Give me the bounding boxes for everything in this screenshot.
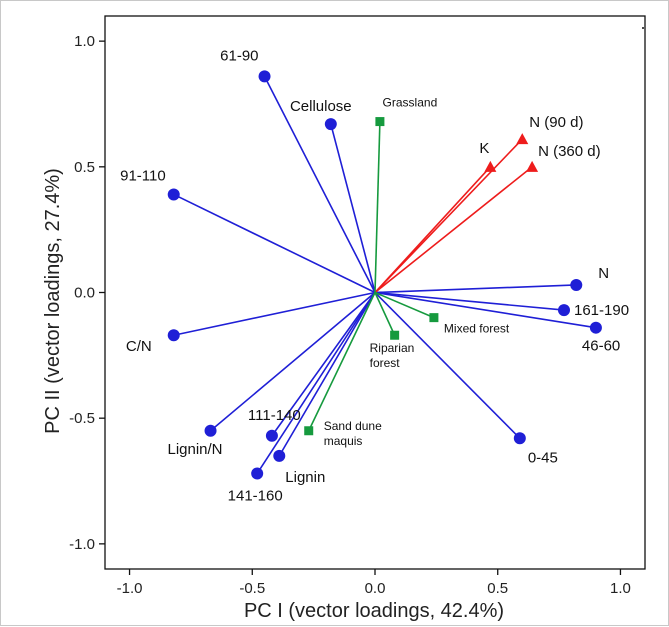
x-tick-label: 0.0 (365, 580, 386, 597)
point-161-190 (558, 304, 570, 317)
point-k (484, 160, 497, 172)
label-n: N (598, 265, 609, 282)
point-mixed-forest (429, 313, 439, 323)
label-61-90: 61-90 (220, 47, 258, 64)
label-lignin: Lignin (285, 469, 325, 486)
label-k: K (479, 140, 489, 157)
point-cellulose (324, 118, 337, 131)
y-tick-label: 0.0 (74, 285, 95, 302)
vector-141-160 (256, 292, 376, 474)
label-mixed-forest: Mixed forest (444, 322, 510, 336)
point-141-160 (251, 467, 264, 480)
point-lignin-n (204, 424, 217, 437)
plot-axes: -1.0 -0.5 0.0 0.5 1.0 1.0 0.5 0.0 -0.5 -1.0 (69, 15, 646, 597)
label-n-360-d: N (360 d) (538, 143, 601, 160)
point-c-n (167, 329, 180, 342)
y-tick-label: 0.5 (74, 159, 95, 176)
point-46-60 (589, 321, 602, 334)
label-111-140: 111-140 (248, 407, 301, 424)
vector-cellulose (330, 123, 376, 293)
point-n-90-d (516, 133, 529, 145)
point-61-90 (258, 70, 271, 83)
label-91-110: 91-110 (120, 167, 166, 184)
vector-lignin (278, 292, 376, 457)
point-n (570, 278, 583, 291)
vector-46-60 (374, 291, 597, 329)
y-tick-label: -0.5 (69, 410, 95, 427)
vector-111-140 (271, 292, 376, 437)
vector-lignin-n (210, 291, 376, 432)
label-161-190: 161-190 (574, 302, 629, 319)
point-91-110 (167, 188, 180, 201)
label-141-160: 141-160 (228, 487, 283, 504)
loading-markers (167, 70, 602, 480)
y-tick-label: -1.0 (69, 536, 95, 553)
label-c-n: C/N (126, 338, 152, 355)
vector-mixed-forest (374, 291, 435, 319)
vector-k (374, 166, 491, 294)
vector-161-190 (374, 291, 565, 311)
point-lignin (273, 449, 286, 462)
x-tick-label: 0.5 (487, 580, 508, 597)
vector-0-45 (374, 291, 521, 439)
vector-riparian-forest (374, 292, 396, 336)
x-tick-label: -0.5 (239, 580, 265, 597)
x-axis-title: PC I (vector loadings, 42.4%) (244, 600, 504, 622)
point-riparian-forest (390, 330, 400, 340)
label-0-45: 0-45 (528, 449, 558, 466)
vector-n (374, 284, 577, 294)
vector-61-90 (263, 75, 376, 293)
label-grassland: Grassland (383, 96, 438, 110)
x-tick-label: -1.0 (117, 580, 143, 597)
label-riparian-forest: Riparian forest (370, 341, 415, 370)
point-111-140 (265, 429, 278, 442)
label-46-60: 46-60 (582, 338, 620, 355)
corner-dot (642, 27, 644, 29)
point-0-45 (513, 432, 526, 445)
point-grassland (375, 117, 385, 127)
label-sand-dune-maquis: Sand dune maquis (324, 419, 382, 448)
x-tick-label: 1.0 (610, 580, 631, 597)
vector-91-110 (173, 193, 376, 294)
label-cellulose: Cellulose (290, 98, 352, 115)
y-axis-title: PC II (vector loadings, 27.4%) (42, 168, 64, 434)
vector-c-n (173, 291, 376, 337)
vector-grassland (374, 121, 381, 293)
vector-sand-dune-maquis (308, 292, 376, 432)
loading-vectors (173, 75, 597, 474)
label-n-90-d: N (90 d) (529, 114, 583, 131)
vector-n-90-d (374, 138, 523, 294)
vector-n-360-d (374, 166, 533, 294)
point-labels: 61-90 Cellulose 91-110 N 161-190 46-60 C/N Lign… (120, 47, 629, 504)
point-sand-dune-maquis (304, 426, 314, 436)
point-n-360-d (526, 160, 539, 172)
label-lignin-n: Lignin/N (167, 441, 222, 458)
y-tick-label: 1.0 (74, 33, 95, 50)
